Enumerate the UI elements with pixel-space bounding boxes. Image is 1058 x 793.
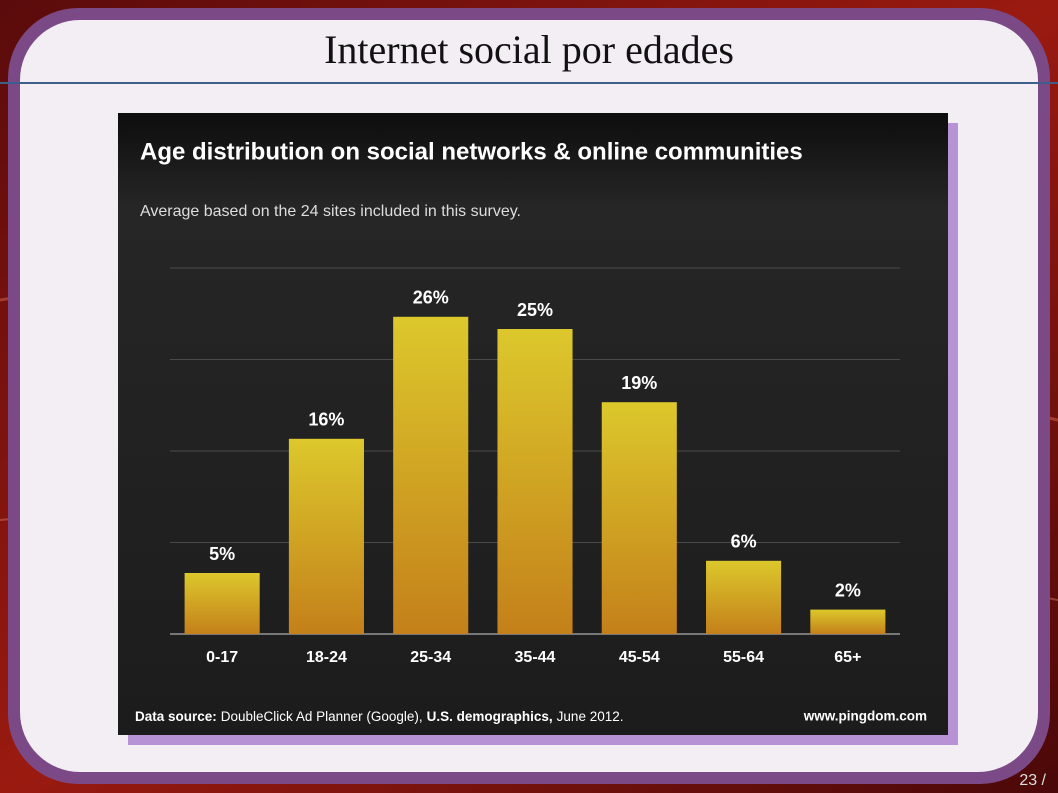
- bar: [497, 329, 573, 634]
- source-note: Data source: DoubleClick Ad Planner (Goog…: [135, 709, 623, 724]
- x-tick-label: 35-44: [515, 649, 556, 666]
- bar: [601, 402, 677, 634]
- x-tick-label: 0-17: [206, 649, 238, 666]
- slide-title: Internet social por edades: [324, 27, 734, 72]
- data-label: 2%: [835, 580, 861, 600]
- credit: www.pingdom.com: [803, 709, 927, 724]
- x-tick-label: 18-24: [306, 649, 347, 666]
- source-part: DoubleClick Ad Planner (Google),: [221, 709, 423, 724]
- source-part: U.S. demographics,: [427, 709, 553, 724]
- bar: [706, 560, 782, 634]
- page-number: 23 /: [1019, 772, 1046, 789]
- x-tick-label: 45-54: [619, 649, 660, 666]
- source-part: June 2012.: [557, 709, 624, 724]
- bar: [288, 438, 364, 634]
- bar: [184, 573, 260, 634]
- bar: [393, 316, 469, 634]
- chart-subtitle: Average based on the 24 sites included i…: [140, 203, 521, 220]
- data-label: 26%: [413, 288, 449, 308]
- data-label: 5%: [209, 544, 235, 564]
- source-part: Data source:: [135, 709, 217, 724]
- chart-title: Age distribution on social networks & on…: [140, 138, 803, 165]
- bar: [810, 609, 886, 634]
- x-tick-label: 65+: [834, 649, 861, 666]
- data-label: 25%: [517, 300, 553, 320]
- data-label: 16%: [308, 410, 344, 430]
- x-tick-label: 55-64: [723, 649, 764, 666]
- data-label: 6%: [731, 532, 757, 552]
- plot: 0-17 5% 18-24 16% 25-34 26% 35-44 25% 45-54 19% 55…: [170, 267, 900, 666]
- data-label: 19%: [621, 373, 657, 393]
- x-tick-label: 25-34: [410, 649, 451, 666]
